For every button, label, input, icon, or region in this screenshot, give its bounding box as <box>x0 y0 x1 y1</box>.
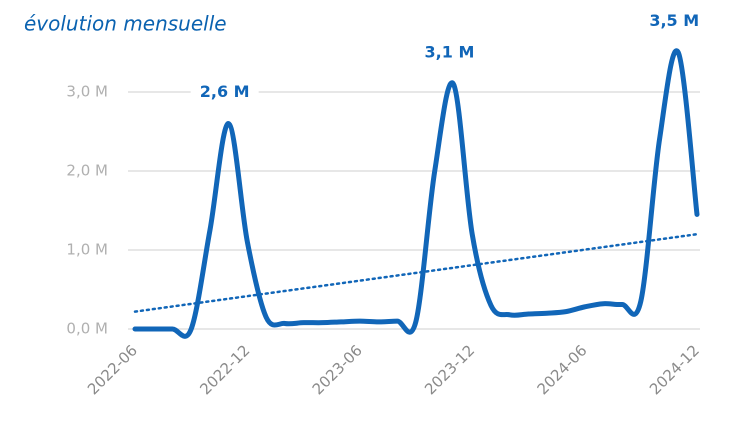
x-tick-label: 2022-06 <box>84 341 141 398</box>
value-label-bg <box>640 10 709 33</box>
y-tick-label: 0,0 M <box>66 320 108 338</box>
y-tick-label: 1,0 M <box>66 241 108 259</box>
y-tick-label: 3,0 M <box>66 83 108 101</box>
x-tick-label: 2022-12 <box>196 341 253 398</box>
line <box>132 48 700 339</box>
trend-line <box>133 232 699 313</box>
x-tick-label: 2023-06 <box>309 341 366 398</box>
value-label: 3,1 M <box>425 43 475 62</box>
value-label: 2,6 M <box>200 82 250 101</box>
value-label: 3,5 M <box>649 11 699 30</box>
x-tick-label: 2024-12 <box>646 341 703 398</box>
y-tick-label: 2,0 M <box>66 162 108 180</box>
x-tick-label: 2023-12 <box>421 341 478 398</box>
x-tick-label: 2024-06 <box>534 341 591 398</box>
value-label-bg <box>190 81 259 104</box>
chart-title: évolution mensuelle <box>24 12 227 36</box>
value-label-bg <box>415 42 484 65</box>
